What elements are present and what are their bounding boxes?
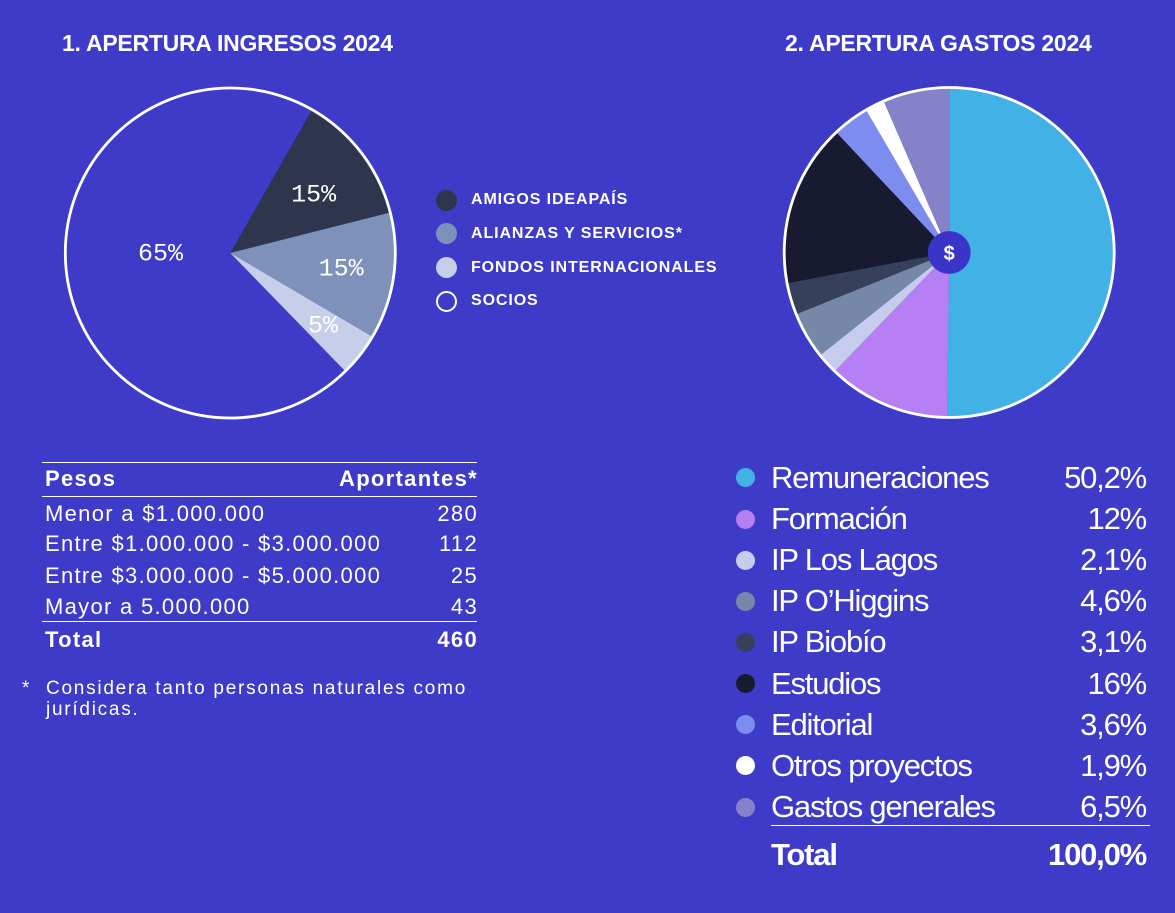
svg-text:$: $ (944, 243, 955, 265)
